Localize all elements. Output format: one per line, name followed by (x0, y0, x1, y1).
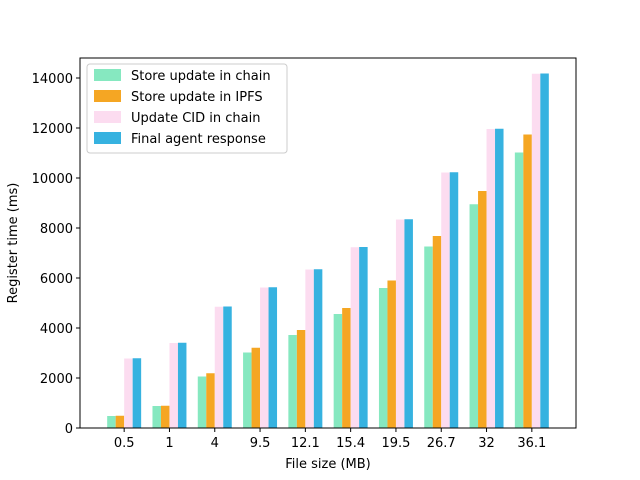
y-axis-ticks: 0 2000 4000 6000 8000 10000 12000 14000 (32, 72, 80, 437)
bar (441, 172, 450, 428)
bar (197, 376, 207, 428)
x-axis-ticks: 0.5 1 4 9.5 12.1 15.4 19.5 26.7 32 36.1 (114, 428, 546, 451)
x-tick-label: 36.1 (517, 436, 546, 451)
bar (333, 314, 343, 428)
x-tick-label: 0.5 (114, 436, 135, 451)
bar (469, 204, 479, 428)
bar (478, 191, 487, 428)
legend: Store update in chain Store update in IPF… (86, 63, 288, 154)
bar (169, 343, 178, 428)
legend-swatch (94, 132, 121, 144)
y-tick-label: 8000 (40, 222, 73, 237)
legend-label: Update CID in chain (131, 111, 260, 126)
bar (432, 236, 442, 428)
y-tick-label: 0 (65, 422, 73, 437)
x-tick-label: 26.7 (427, 436, 456, 451)
bar (132, 358, 142, 428)
legend-swatch (94, 111, 121, 123)
x-tick-label: 32 (478, 436, 495, 451)
y-axis-label: Register time (ms) (6, 183, 21, 304)
bar (124, 358, 133, 428)
bar (350, 247, 360, 428)
bar (296, 330, 306, 428)
y-tick-label: 2000 (40, 372, 73, 387)
bar (404, 219, 413, 428)
bar (540, 73, 549, 428)
x-tick-label: 15.4 (336, 436, 365, 451)
bar (495, 128, 504, 428)
y-tick-label: 10000 (32, 172, 73, 187)
bar (160, 405, 170, 428)
y-tick-label: 12000 (32, 122, 73, 137)
bar (395, 219, 405, 428)
x-tick-label: 1 (165, 436, 173, 451)
bar (378, 288, 388, 428)
bar (523, 134, 532, 428)
x-tick-label: 9.5 (250, 436, 271, 451)
bar (206, 373, 215, 428)
bar (449, 172, 459, 428)
x-axis-label: File size (MB) (285, 457, 371, 472)
bar (107, 416, 116, 428)
y-tick-label: 4000 (40, 322, 73, 337)
legend-label: Final agent response (131, 132, 266, 147)
bar (359, 247, 368, 428)
bar (342, 308, 351, 428)
y-tick-label: 6000 (40, 272, 73, 287)
legend-label: Store update in chain (131, 69, 271, 84)
legend-label: Store update in IPFS (131, 90, 263, 105)
bar (514, 152, 524, 428)
bar (223, 306, 232, 428)
legend-swatch (94, 90, 121, 102)
bar (243, 352, 252, 428)
legend-frame (86, 63, 288, 154)
bar (115, 415, 125, 428)
legend-swatch (94, 69, 121, 81)
plot-frame (79, 57, 577, 429)
x-tick-label: 4 (211, 436, 219, 451)
bar (152, 406, 161, 428)
bar (268, 287, 278, 428)
y-tick-label: 14000 (32, 72, 73, 87)
bar (214, 306, 224, 428)
x-tick-label: 12.1 (291, 436, 320, 451)
bar (251, 347, 261, 428)
bar (305, 269, 314, 428)
bar (313, 269, 323, 428)
bars-group (107, 73, 549, 428)
bar (288, 335, 297, 428)
bar (486, 129, 496, 428)
bar (424, 246, 433, 428)
bar (260, 287, 269, 428)
x-tick-label: 19.5 (381, 436, 410, 451)
bar (387, 280, 396, 428)
bar (531, 73, 541, 428)
bar (177, 342, 187, 428)
